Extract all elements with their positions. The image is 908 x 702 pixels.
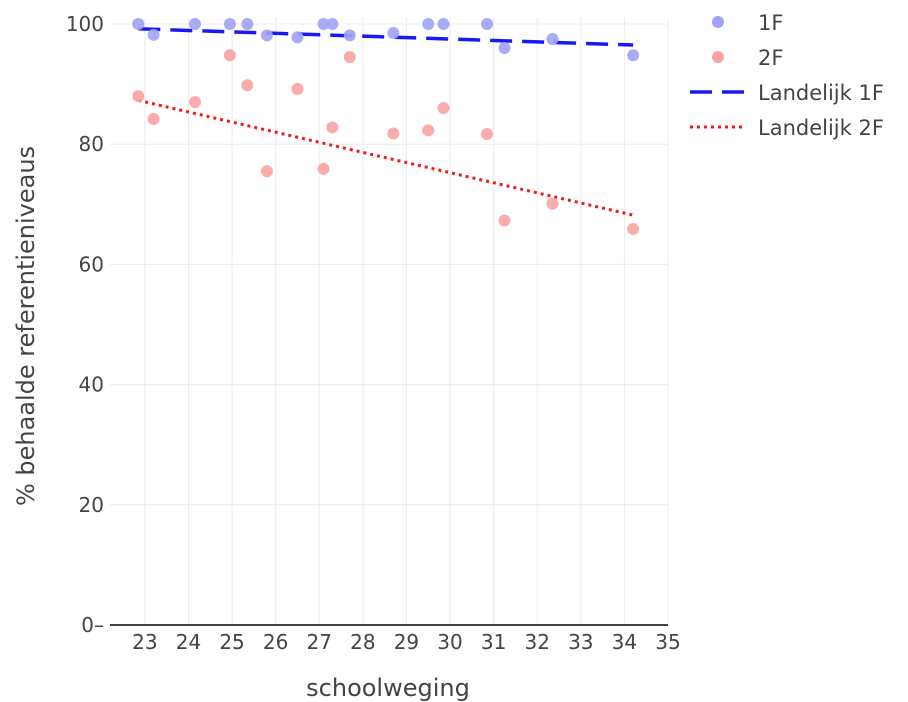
x-tick-label: 31 xyxy=(481,630,506,654)
legend-label: 1F xyxy=(758,11,783,35)
legend-label: Landelijk 2F xyxy=(758,116,884,140)
x-tick-label: 35 xyxy=(655,630,680,654)
data-point-1f xyxy=(132,18,145,30)
data-point-1f xyxy=(223,18,236,30)
data-point-2f xyxy=(189,96,202,109)
data-point-1f xyxy=(260,29,273,42)
data-point-2f xyxy=(387,127,400,140)
data-point-1f xyxy=(343,29,356,42)
data-point-1f xyxy=(481,18,494,30)
legend: 1F 2F Landelijk 1F Landelijk 2F xyxy=(690,11,884,140)
y-tick-label: 60 xyxy=(79,252,104,276)
grid-lines xyxy=(110,18,669,625)
data-point-1f xyxy=(291,31,304,44)
y-axis-title: % behaalde referentieniveaus xyxy=(12,146,40,506)
data-point-1f xyxy=(241,18,254,30)
data-point-1f xyxy=(387,27,400,40)
x-tick-label: 32 xyxy=(524,630,549,654)
data-point-2f xyxy=(343,51,356,64)
data-point-1f xyxy=(498,42,511,55)
data-point-1f xyxy=(627,49,640,62)
y-tick-label: 80 xyxy=(79,132,104,156)
y-tick-label: 100 xyxy=(66,12,104,36)
data-point-2f xyxy=(437,102,450,115)
data-point-1f xyxy=(546,33,559,46)
x-tick-labels: 23 24 25 26 27 28 29 30 31 32 33 34 35 xyxy=(132,630,681,654)
data-point-1f xyxy=(147,28,160,41)
x-tick-label: 25 xyxy=(219,630,244,654)
x-tick-label: 27 xyxy=(307,630,332,654)
scatter-points xyxy=(132,18,640,235)
data-point-2f xyxy=(422,124,435,137)
legend-marker xyxy=(712,16,724,28)
data-point-2f xyxy=(291,82,304,95)
trend-line-landelijk-2f xyxy=(137,98,634,217)
y-tick-label: 20 xyxy=(79,493,104,517)
data-point-1f xyxy=(317,18,330,30)
data-point-1f xyxy=(437,18,450,30)
data-point-2f xyxy=(241,79,254,92)
x-tick-label: 23 xyxy=(132,630,157,654)
legend-marker xyxy=(712,51,724,63)
x-tick-label: 34 xyxy=(612,630,637,654)
data-point-2f xyxy=(481,127,494,140)
legend-label: 2F xyxy=(758,46,783,70)
x-tick-label: 29 xyxy=(394,630,419,654)
data-point-1f xyxy=(326,18,339,30)
data-point-2f xyxy=(627,222,640,235)
x-tick-label: 24 xyxy=(176,630,201,654)
trend-lines xyxy=(137,27,634,217)
y-tick-labels: 0– 20 40 60 80 100 xyxy=(66,12,104,637)
x-tick-label: 30 xyxy=(437,630,462,654)
data-point-1f xyxy=(422,18,435,30)
data-point-1f xyxy=(189,18,202,30)
data-point-2f xyxy=(317,162,330,175)
x-tick-label: 33 xyxy=(568,630,593,654)
data-point-2f xyxy=(498,214,511,227)
y-tick-label: 0– xyxy=(81,613,104,637)
x-tick-label: 26 xyxy=(263,630,288,654)
data-point-2f xyxy=(147,112,160,125)
legend-label: Landelijk 1F xyxy=(758,81,884,105)
x-axis-title: schoolweging xyxy=(306,674,470,702)
data-point-2f xyxy=(326,121,339,134)
data-point-2f xyxy=(546,197,559,210)
data-point-2f xyxy=(223,49,236,62)
trend-line-landelijk-1f xyxy=(138,27,634,47)
y-tick-label: 40 xyxy=(79,373,104,397)
data-point-2f xyxy=(260,165,273,178)
x-tick-label: 28 xyxy=(350,630,375,654)
data-point-2f xyxy=(132,90,145,103)
